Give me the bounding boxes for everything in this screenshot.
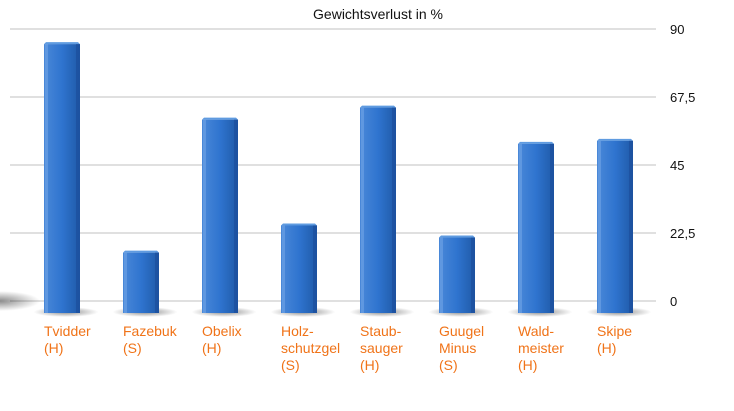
bar bbox=[44, 42, 80, 313]
x-axis-label: Tvidder (H) bbox=[44, 323, 91, 356]
y-tick-label: 0 bbox=[670, 294, 677, 309]
bar-highlight bbox=[519, 143, 522, 313]
gridlines bbox=[10, 28, 656, 302]
x-label-line: Tvidder bbox=[44, 323, 91, 339]
x-label-line: Staub- bbox=[360, 323, 402, 339]
bar bbox=[439, 235, 475, 313]
floor-shadow bbox=[0, 291, 40, 311]
x-label-line: schutzgel bbox=[281, 340, 340, 356]
y-tick-label: 45 bbox=[670, 158, 684, 173]
bar-highlight bbox=[440, 237, 443, 313]
bars bbox=[44, 42, 633, 314]
x-label-line: (S) bbox=[439, 357, 458, 373]
bar-highlight bbox=[124, 252, 127, 313]
bar-top bbox=[281, 223, 317, 226]
x-axis-label: Skipe (H) bbox=[597, 323, 632, 356]
bar-front bbox=[439, 237, 475, 313]
bar bbox=[281, 223, 317, 313]
bar-front bbox=[281, 225, 317, 313]
x-axis-label: Holz-schutzgel (S) bbox=[281, 323, 340, 373]
bar bbox=[597, 138, 633, 313]
x-label-line: (H) bbox=[518, 357, 537, 373]
x-label-line: Minus bbox=[439, 340, 476, 356]
bar-edge bbox=[155, 252, 159, 313]
x-label-line: meister bbox=[518, 340, 564, 356]
bar-highlight bbox=[203, 119, 206, 314]
bar-top bbox=[44, 42, 80, 45]
x-label-line: (H) bbox=[202, 340, 221, 356]
bar-top bbox=[439, 235, 475, 238]
bar-edge bbox=[313, 225, 317, 313]
bar-highlight bbox=[282, 225, 285, 313]
bar-edge bbox=[550, 143, 554, 313]
x-axis-label: Staub-sauger (H) bbox=[360, 323, 403, 373]
bar-edge bbox=[392, 107, 396, 313]
x-label-line: Guugel bbox=[439, 323, 484, 339]
bar-front bbox=[360, 107, 396, 313]
bar-highlight bbox=[361, 107, 364, 313]
x-axis-label: Guugel Minus (S) bbox=[439, 323, 484, 373]
bar-front bbox=[44, 44, 80, 313]
bar-top bbox=[202, 117, 238, 120]
x-label-line: Fazebuk bbox=[123, 323, 178, 339]
bar-edge bbox=[471, 237, 475, 313]
x-label-line: Wald- bbox=[518, 323, 554, 339]
x-label-line: sauger bbox=[360, 340, 403, 356]
x-axis-label: Fazebuk (S) bbox=[123, 323, 178, 356]
x-label-line: (S) bbox=[123, 340, 142, 356]
x-axis-label: Obelix (H) bbox=[202, 323, 242, 356]
bar bbox=[518, 141, 554, 313]
x-label-line: Skipe bbox=[597, 323, 632, 339]
bar-front bbox=[597, 140, 633, 313]
bar bbox=[123, 250, 159, 313]
bar bbox=[360, 105, 396, 313]
bar-front bbox=[518, 143, 554, 313]
x-axis-labels: Tvidder (H)Fazebuk (S)Obelix (H)Holz-schutz… bbox=[44, 323, 632, 373]
bar-top bbox=[518, 141, 554, 144]
bar-edge bbox=[76, 44, 80, 313]
x-label-line: Obelix bbox=[202, 323, 242, 339]
x-axis-label: Wald-meister (H) bbox=[518, 323, 564, 373]
bar bbox=[202, 117, 238, 314]
y-tick-label: 22,5 bbox=[670, 226, 695, 241]
bar-top bbox=[360, 105, 396, 108]
bar-edge bbox=[629, 140, 633, 313]
x-label-line: (H) bbox=[44, 340, 63, 356]
x-label-line: (S) bbox=[281, 357, 300, 373]
y-tick-label: 90 bbox=[670, 22, 684, 37]
x-label-line: (H) bbox=[360, 357, 379, 373]
bar-edge bbox=[234, 119, 238, 314]
bar-top bbox=[123, 250, 159, 253]
bar-top bbox=[597, 138, 633, 141]
x-label-line: (H) bbox=[597, 340, 616, 356]
bar-front bbox=[202, 119, 238, 314]
y-axis-ticks: 0 22,5 45 67,5 90 bbox=[670, 22, 695, 309]
chart-title: Gewichtsverlust in % bbox=[313, 6, 443, 22]
y-tick-label: 67,5 bbox=[670, 90, 695, 105]
bar-highlight bbox=[45, 44, 48, 313]
bar-front bbox=[123, 252, 159, 313]
bar-highlight bbox=[598, 140, 601, 313]
x-label-line: Holz- bbox=[281, 323, 314, 339]
